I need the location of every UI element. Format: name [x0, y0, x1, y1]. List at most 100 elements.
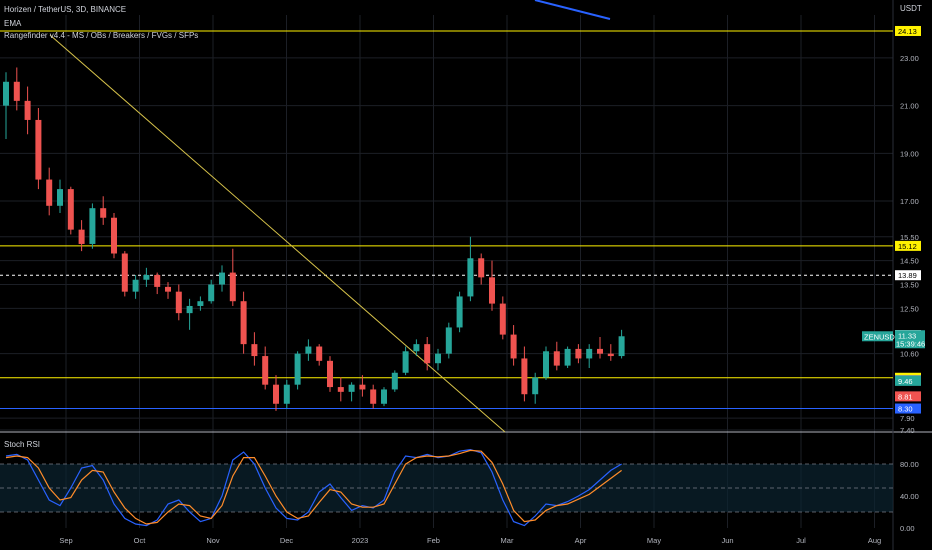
candle	[197, 296, 204, 311]
candle-body	[424, 344, 431, 364]
y-tick-label: 19.00	[900, 149, 919, 158]
price-tag-label: 8.30	[898, 405, 913, 414]
countdown-label: 15:39:46	[896, 339, 925, 348]
candle-body	[283, 384, 290, 404]
candle-body	[499, 303, 506, 335]
candle	[316, 344, 323, 366]
symbol-badge-label: ZENUSDT	[864, 332, 900, 341]
candle-body	[197, 301, 204, 306]
ema-line	[534, 0, 611, 20]
candle-body	[456, 296, 463, 328]
candle-body	[132, 279, 139, 292]
candle	[521, 346, 528, 402]
candle-body	[564, 348, 571, 366]
candle	[413, 339, 420, 357]
stoch-rsi-label[interactable]: Stoch RSI	[4, 440, 41, 449]
candle	[186, 298, 193, 330]
stoch-tick-label: 80.00	[900, 460, 919, 469]
candle	[283, 379, 290, 409]
candle-body	[337, 387, 344, 392]
candle	[143, 267, 150, 287]
candle	[456, 291, 463, 333]
x-tick-label: May	[647, 536, 661, 545]
candle-body	[467, 258, 474, 297]
y-tick-label: 14.50	[900, 257, 919, 266]
y-tick-label: 7.90	[900, 414, 915, 423]
candle-body	[575, 348, 582, 359]
rangefinder-indicator-label[interactable]: Rangefinder v4.4 - MS / OBs / Breakers /…	[4, 31, 199, 40]
candle	[337, 377, 344, 402]
candle-body	[24, 100, 31, 120]
candle-body	[273, 384, 279, 404]
candle	[251, 332, 258, 366]
y-tick-label: 23.00	[900, 54, 919, 63]
candle-body	[35, 119, 42, 180]
candle-body	[391, 372, 398, 390]
candle-body	[78, 229, 85, 244]
candle-body	[186, 305, 193, 314]
candle-body	[316, 346, 323, 361]
candle	[402, 346, 409, 376]
candle	[489, 260, 495, 311]
candle-body	[381, 389, 387, 404]
candle-body	[111, 217, 117, 254]
y-tick-label: 15.50	[900, 233, 919, 242]
last-price-tag	[895, 330, 925, 349]
candle	[35, 108, 42, 190]
stoch-d-line	[5, 449, 622, 525]
x-tick-label: Dec	[280, 536, 294, 545]
candle	[478, 253, 485, 285]
candle	[381, 387, 387, 407]
candle	[121, 251, 128, 297]
x-tick-label: Aug	[868, 536, 881, 545]
stoch-k-line	[5, 448, 622, 527]
candle-body	[370, 389, 377, 404]
candle-body	[100, 208, 107, 218]
candle-body	[327, 360, 333, 388]
candle	[424, 336, 431, 371]
candle-body	[510, 334, 517, 359]
candle	[208, 279, 215, 304]
price-tag	[895, 240, 921, 251]
x-tick-label: Feb	[427, 536, 440, 545]
candle	[273, 375, 279, 411]
y-tick-label: 21.00	[900, 102, 919, 111]
candle-body	[597, 348, 603, 354]
candle-body	[618, 336, 625, 357]
candle	[240, 291, 247, 354]
x-tick-label: Jul	[796, 536, 806, 545]
candle	[445, 322, 452, 359]
candle-body	[154, 274, 161, 287]
candle-body	[67, 189, 74, 230]
candle-body	[543, 351, 549, 378]
last-price-value: 11.33	[898, 331, 916, 340]
candle	[510, 325, 517, 366]
candle	[348, 382, 355, 402]
symbol-badge	[862, 331, 893, 342]
price-tag	[895, 270, 921, 281]
candle-body	[413, 344, 420, 352]
candle	[13, 67, 20, 111]
candle-body	[435, 353, 441, 364]
candle-body	[121, 253, 128, 292]
candle	[532, 372, 539, 404]
candle	[262, 346, 269, 390]
candle-body	[13, 81, 20, 101]
candle	[89, 203, 96, 249]
price-tag	[895, 403, 921, 414]
candle	[564, 346, 571, 368]
candle-body	[175, 291, 182, 314]
x-tick-label: Mar	[501, 536, 514, 545]
candle-body	[586, 348, 593, 359]
candle-body	[402, 351, 409, 373]
candle	[391, 370, 398, 392]
candle-body	[489, 277, 495, 304]
candle	[435, 348, 441, 371]
candle	[327, 356, 333, 392]
candle-body	[521, 358, 528, 395]
candle	[467, 236, 474, 302]
ema-indicator-label[interactable]: EMA	[4, 19, 22, 28]
candle	[543, 346, 549, 380]
price-tag	[895, 375, 921, 386]
